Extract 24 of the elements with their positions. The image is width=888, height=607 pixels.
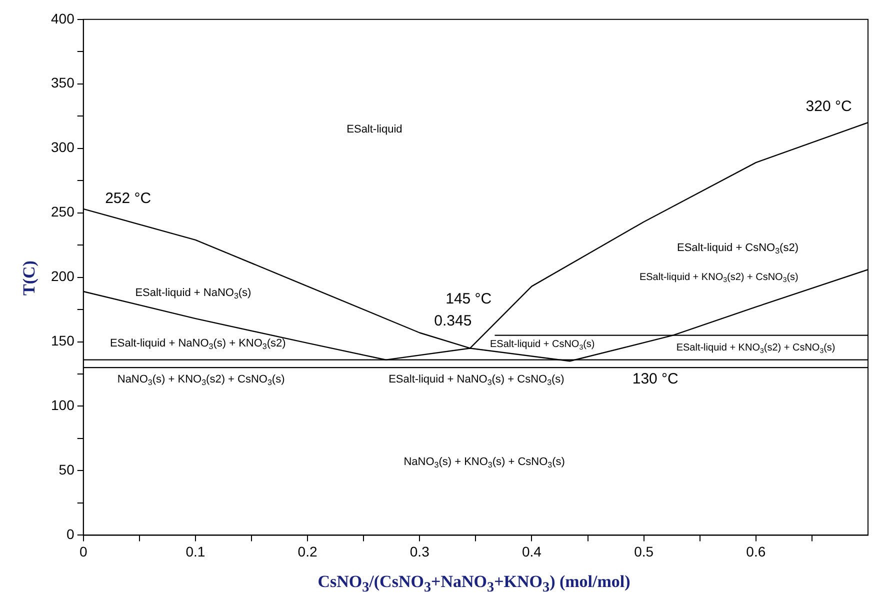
x-tick-label: 0.2 bbox=[298, 543, 318, 560]
y-axis-title: T(C) bbox=[19, 260, 40, 296]
y-tick-label: 350 bbox=[51, 74, 75, 91]
annotation: 0.345 bbox=[434, 312, 472, 330]
annotation: 145 °C bbox=[446, 290, 492, 308]
x-tick-label: 0.6 bbox=[746, 543, 766, 560]
y-tick-label: 0 bbox=[66, 526, 75, 542]
x-tick-label: 0.4 bbox=[522, 543, 542, 560]
x-tick-label: 0.1 bbox=[186, 543, 206, 560]
text: CsNO$_{3}$/(CsNO$_{3}$+NaNO$_{3}$+KNO$_{3}$) (mol/mol) bbox=[318, 572, 630, 596]
annotation: 320 °C bbox=[806, 98, 852, 116]
x-tick-label: 0 bbox=[79, 543, 88, 560]
x-tick-label: 0.5 bbox=[634, 543, 654, 560]
y-tick-label: 300 bbox=[51, 139, 75, 156]
y-tick-label: 50 bbox=[58, 462, 75, 478]
x-tick-label: 0.3 bbox=[410, 543, 430, 560]
annotation: 252 °C bbox=[105, 190, 152, 208]
y-tick-label: 200 bbox=[51, 268, 75, 284]
annotation: 130 °C bbox=[632, 370, 679, 388]
y-tick-label: 250 bbox=[51, 204, 75, 220]
y-tick-label: 400 bbox=[51, 10, 75, 26]
y-tick-label: 100 bbox=[51, 397, 75, 414]
y-tick-label: 150 bbox=[51, 332, 75, 349]
annotation: ESalt-liquid bbox=[346, 123, 402, 136]
